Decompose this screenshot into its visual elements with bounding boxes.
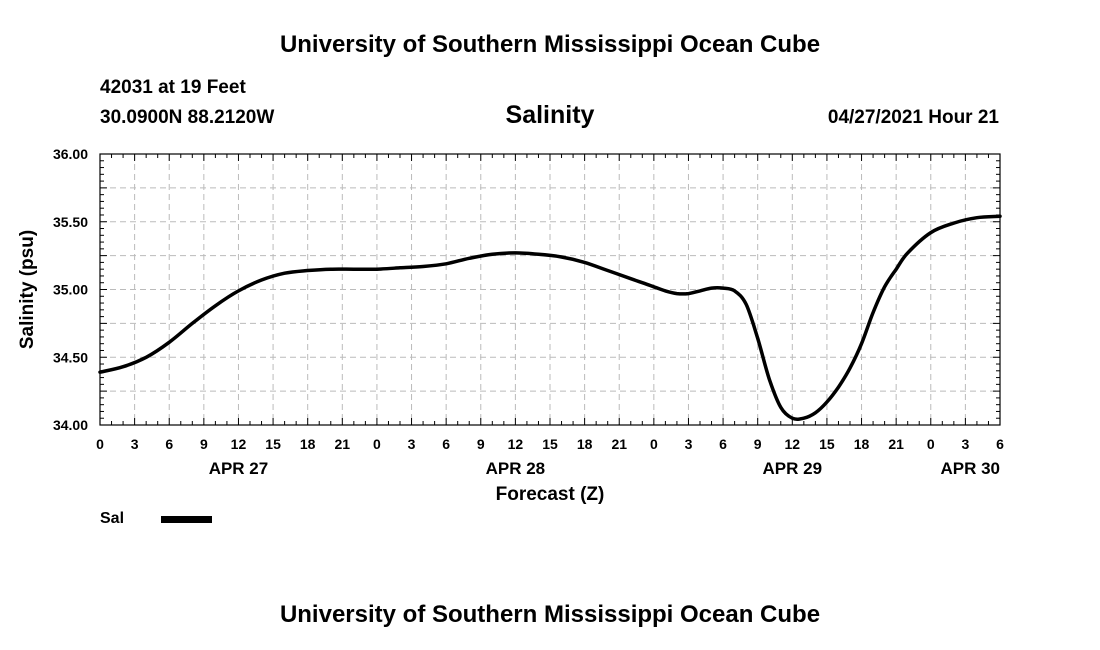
x-tick-label: 12 — [508, 436, 524, 452]
x-tick-label: 3 — [131, 436, 139, 452]
y-tick-label: 35.50 — [53, 214, 88, 230]
x-tick-label: 9 — [754, 436, 762, 452]
x-tick-label: 21 — [888, 436, 904, 452]
x-tick-label: 21 — [611, 436, 627, 452]
coordinates-label: 30.0900N 88.2120W — [100, 107, 275, 128]
x-tick-label: 6 — [165, 436, 173, 452]
x-tick-label: 15 — [265, 436, 281, 452]
timestamp-label: 04/27/2021 Hour 21 — [827, 107, 999, 128]
y-axis-title: Salinity (psu) — [17, 230, 38, 349]
x-tick-label: 15 — [819, 436, 835, 452]
date-label: APR 29 — [763, 459, 823, 478]
y-tick-label: 34.50 — [53, 349, 88, 365]
x-tick-label: 21 — [335, 436, 351, 452]
x-tick-label: 3 — [408, 436, 416, 452]
x-tick-label: 0 — [927, 436, 935, 452]
station-label: 42031 at 19 Feet — [100, 77, 246, 98]
y-tick-label: 35.00 — [53, 282, 88, 298]
x-tick-label: 3 — [961, 436, 969, 452]
y-tick-label: 34.00 — [53, 417, 88, 433]
footer-title: University of Southern Mississippi Ocean… — [279, 601, 821, 628]
date-label: APR 27 — [209, 459, 269, 478]
x-tick-label: 9 — [477, 436, 485, 452]
x-tick-label: 18 — [854, 436, 870, 452]
x-tick-label: 0 — [96, 436, 104, 452]
series-line-sal — [98, 214, 1002, 421]
x-tick-label: 6 — [996, 436, 1004, 452]
date-label: APR 28 — [486, 459, 546, 478]
x-tick-label: 12 — [785, 436, 801, 452]
x-tick-label: 0 — [373, 436, 381, 452]
x-tick-label: 15 — [542, 436, 558, 452]
x-tick-label: 0 — [650, 436, 658, 452]
x-tick-label: 6 — [719, 436, 727, 452]
x-tick-label: 9 — [200, 436, 208, 452]
chart-name: Salinity — [505, 101, 595, 129]
x-tick-label: 3 — [685, 436, 693, 452]
x-tick-label: 12 — [231, 436, 247, 452]
x-tick-label: 18 — [577, 436, 593, 452]
chart-title: University of Southern Mississippi Ocean… — [279, 31, 821, 58]
x-tick-label: 6 — [442, 436, 450, 452]
date-label: APR 30 — [940, 459, 1000, 478]
x-axis-title: Forecast (Z) — [496, 484, 605, 505]
x-tick-label: 18 — [300, 436, 316, 452]
legend-label: Sal — [100, 510, 125, 527]
y-tick-label: 36.00 — [53, 146, 88, 162]
legend-swatch — [161, 516, 212, 523]
